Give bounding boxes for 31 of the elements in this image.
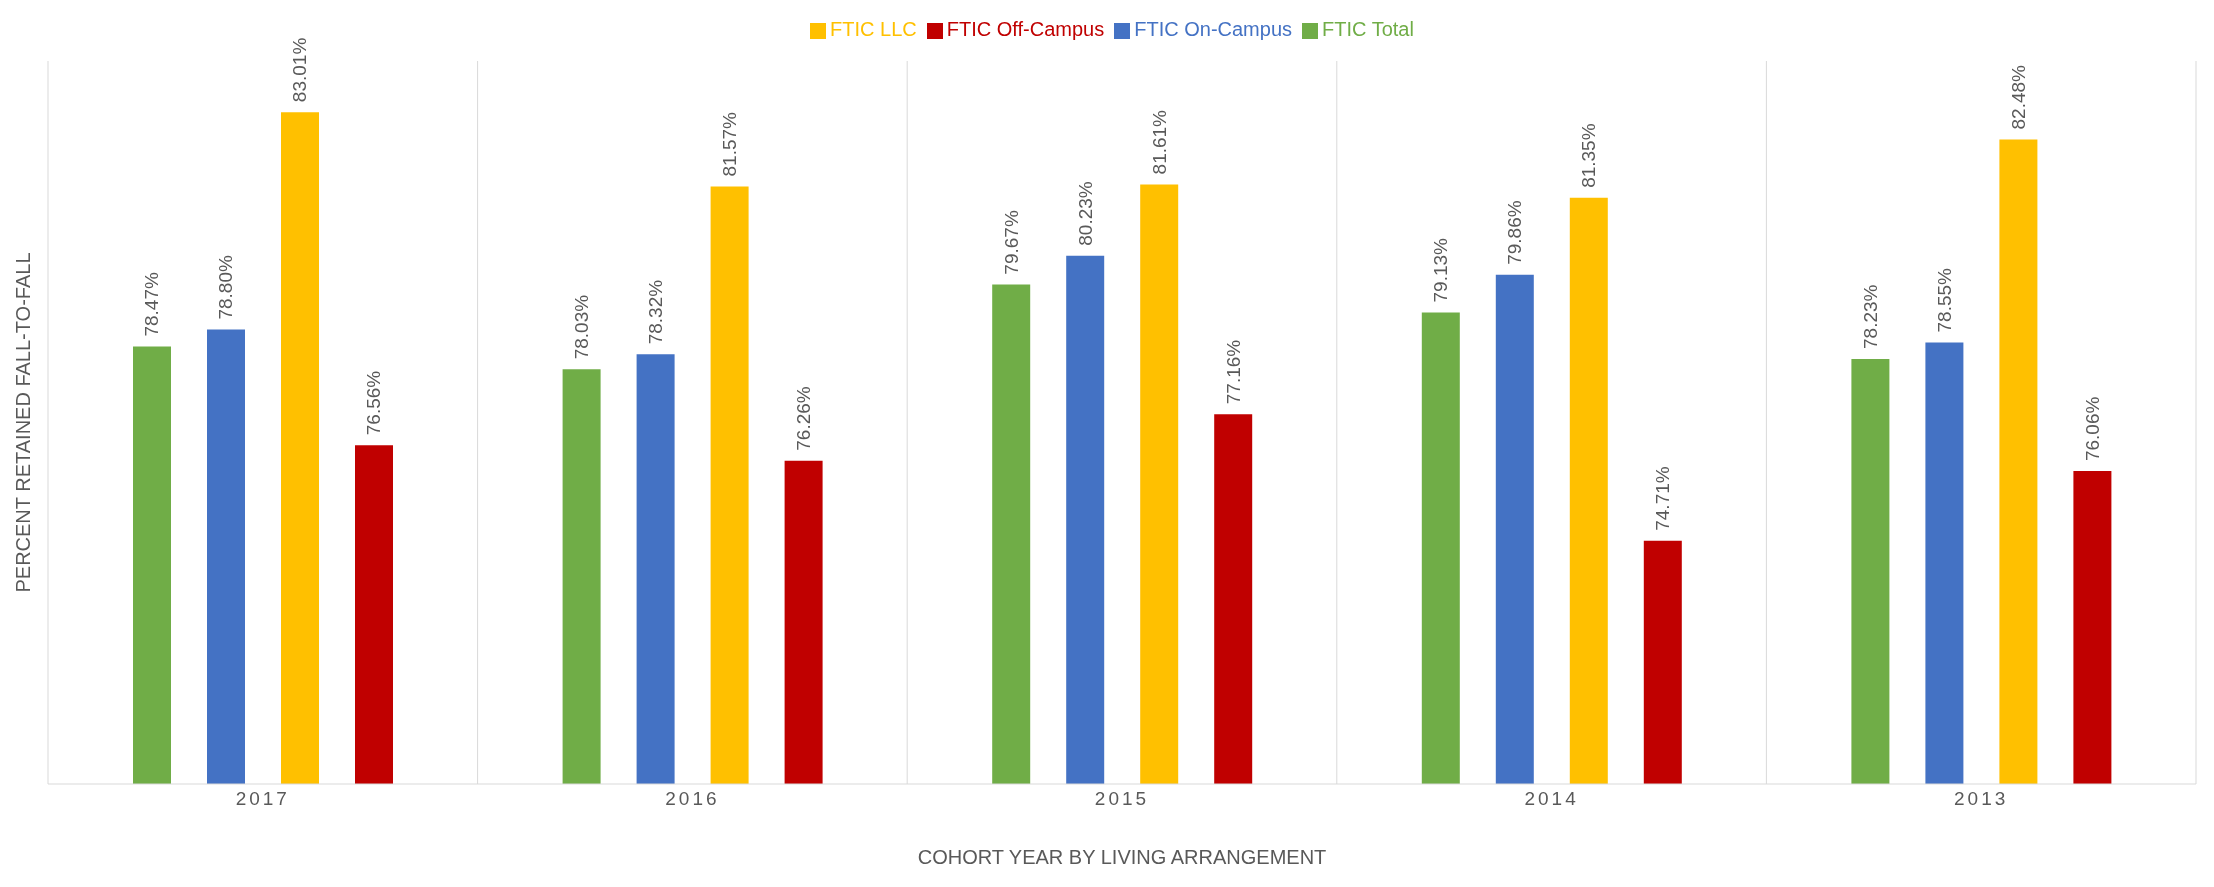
x-tick-label: 2016 bbox=[665, 788, 720, 810]
x-tick-label: 2014 bbox=[1524, 788, 1579, 810]
legend-label: FTIC On-Campus bbox=[1134, 18, 1293, 40]
legend-label: FTIC Off-Campus bbox=[946, 18, 1105, 40]
legend-label: FTIC Total bbox=[1322, 18, 1414, 40]
data-label: 78.47% bbox=[141, 272, 163, 337]
data-label: 79.67% bbox=[1000, 210, 1022, 275]
y-axis-title: PERCENT RETAINED FALL-TO-FALL bbox=[12, 252, 35, 593]
data-label: 80.23% bbox=[1074, 181, 1096, 246]
data-label: 81.57% bbox=[719, 111, 741, 177]
x-axis-title: COHORT YEAR BY LIVING ARRANGEMENT bbox=[917, 846, 1327, 868]
x-tick-label: 2015 bbox=[1094, 788, 1150, 810]
x-tick-label: 2013 bbox=[1954, 788, 2009, 810]
data-label: 78.32% bbox=[645, 279, 667, 345]
data-label: 76.06% bbox=[2081, 396, 2103, 462]
data-label: 78.55% bbox=[1933, 267, 1955, 333]
data-label: 79.13% bbox=[1430, 237, 1452, 303]
legend-label: FTIC LLC bbox=[830, 18, 917, 40]
data-label: 78.23% bbox=[1859, 284, 1881, 349]
data-label: 78.80% bbox=[215, 255, 237, 320]
data-label: 82.48% bbox=[2007, 64, 2029, 130]
data-label: 79.86% bbox=[1504, 200, 1526, 265]
data-label: 74.71% bbox=[1652, 466, 1674, 531]
data-label: 83.01% bbox=[289, 37, 311, 103]
x-tick-label: 2017 bbox=[235, 788, 290, 810]
data-label: 81.61% bbox=[1148, 109, 1170, 175]
data-label: 81.35% bbox=[1578, 123, 1600, 188]
data-label: 77.16% bbox=[1222, 339, 1244, 405]
data-label: 76.56% bbox=[363, 370, 385, 436]
data-label: 76.26% bbox=[793, 386, 815, 451]
data-label: 78.03% bbox=[571, 294, 593, 360]
